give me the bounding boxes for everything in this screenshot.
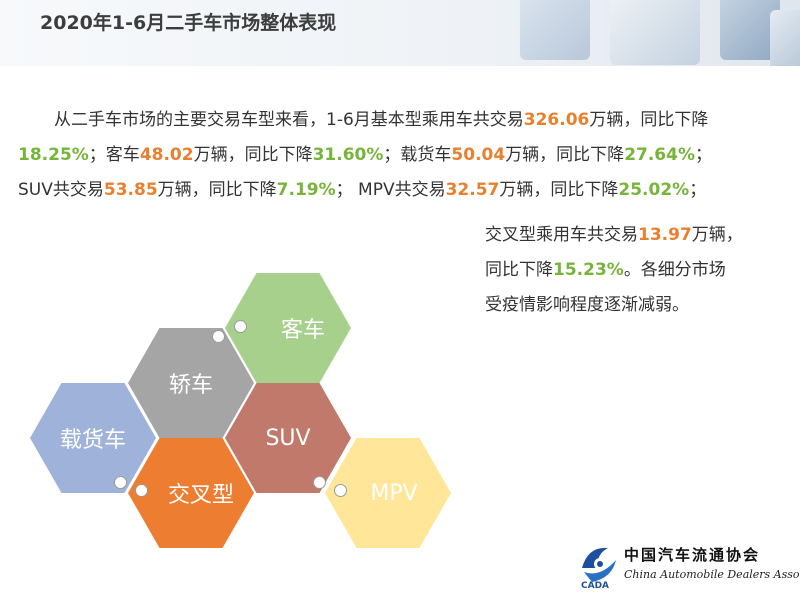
header-decoration [520, 0, 800, 66]
paragraph-line-6: 受疫情影响程度逐渐减弱。 [485, 288, 743, 323]
value-highlight: 53.85 [103, 180, 158, 200]
hex-sedan: 轿车 [128, 328, 254, 438]
text-segment: 万辆，同比下降 [499, 180, 619, 200]
connector-dot-icon [334, 484, 347, 497]
text-segment: 万辆，同比下降 [589, 110, 709, 130]
text-segment: ； MPV共交易 [335, 180, 446, 200]
hex-suv: SUV [225, 383, 351, 493]
percent-highlight: 18.25% [18, 145, 89, 165]
hex-label: 载货车 [59, 428, 126, 453]
paragraph-line-1: 从二手车市场的主要交易车型来看，1-6月基本型乘用车共交易326.06万辆，同比… [18, 103, 788, 138]
cada-logo: CADA 中国汽车流通协会 China Automobile Dealers A… [578, 538, 800, 593]
hex-label: 轿车 [168, 373, 213, 398]
page-title: 2020年1-6月二手车市场整体表现 [40, 12, 337, 34]
hex-label: 客车 [280, 318, 325, 343]
text-segment: 从二手车市场的主要交易车型来看，1-6月基本型乘用车共交易 [54, 110, 524, 130]
summary-paragraph: 从二手车市场的主要交易车型来看，1-6月基本型乘用车共交易326.06万辆，同比… [18, 103, 788, 208]
header-bar: 2020年1-6月二手车市场整体表现 [0, 0, 800, 66]
value-highlight: 32.57 [445, 180, 500, 200]
text-segment: ；客车 [88, 145, 140, 165]
logo-abbr: CADA [581, 581, 609, 590]
paragraph-line-5: 同比下降15.23%。各细分市场 [485, 253, 743, 288]
text-segment: 。各细分市场 [623, 260, 726, 280]
connector-dot-icon [313, 476, 326, 489]
text-segment: ； [695, 145, 712, 165]
value-highlight: 50.04 [451, 145, 506, 165]
paragraph-line-4: 交叉型乘用车共交易13.97万辆， [485, 218, 743, 253]
text-segment: SUV共交易 [18, 180, 104, 200]
text-segment: 万辆，同比下降 [505, 145, 625, 165]
text-segment: ； [689, 180, 707, 200]
text-segment: 受疫情影响程度逐渐减弱。 [485, 295, 689, 315]
percent-highlight: 15.23% [553, 260, 624, 280]
summary-continuation: 交叉型乘用车共交易13.97万辆， 同比下降15.23%。各细分市场 受疫情影响… [485, 218, 743, 323]
logo-name-en: China Automobile Dealers Association [624, 568, 800, 581]
value-highlight: 48.02 [139, 145, 194, 165]
value-highlight: 13.97 [638, 225, 692, 245]
percent-highlight: 25.02% [618, 180, 690, 200]
value-highlight: 326.06 [523, 110, 590, 130]
text-segment: 交叉型乘用车共交易 [485, 225, 638, 245]
connector-dot-icon [135, 484, 148, 497]
hex-label: MPV [370, 480, 418, 506]
text-segment: ；载货车 [383, 145, 452, 165]
logo-name-cn: 中国汽车流通协会 [624, 546, 761, 564]
paragraph-line-3: SUV共交易53.85万辆，同比下降7.19%； MPV共交易32.57万辆，同… [18, 173, 788, 208]
text-segment: 万辆， [691, 225, 743, 245]
text-segment: 万辆，同比下降 [157, 180, 277, 200]
percent-highlight: 27.64% [624, 145, 695, 165]
paragraph-line-2: 18.25%；客车48.02万辆，同比下降31.60%；载货车50.04万辆，同… [18, 138, 788, 173]
connector-dot-icon [234, 320, 247, 333]
connector-dot-icon [212, 330, 225, 343]
hex-truck: 载货车 [30, 383, 156, 493]
connector-dot-icon [114, 476, 127, 489]
cada-emblem-icon: CADA [581, 547, 616, 591]
hex-label: 交叉型 [167, 483, 234, 508]
text-segment: 万辆，同比下降 [193, 145, 313, 165]
hex-label: SUV [265, 425, 311, 451]
text-segment: 同比下降 [485, 260, 553, 280]
percent-highlight: 7.19% [276, 180, 336, 200]
percent-highlight: 31.60% [312, 145, 384, 165]
